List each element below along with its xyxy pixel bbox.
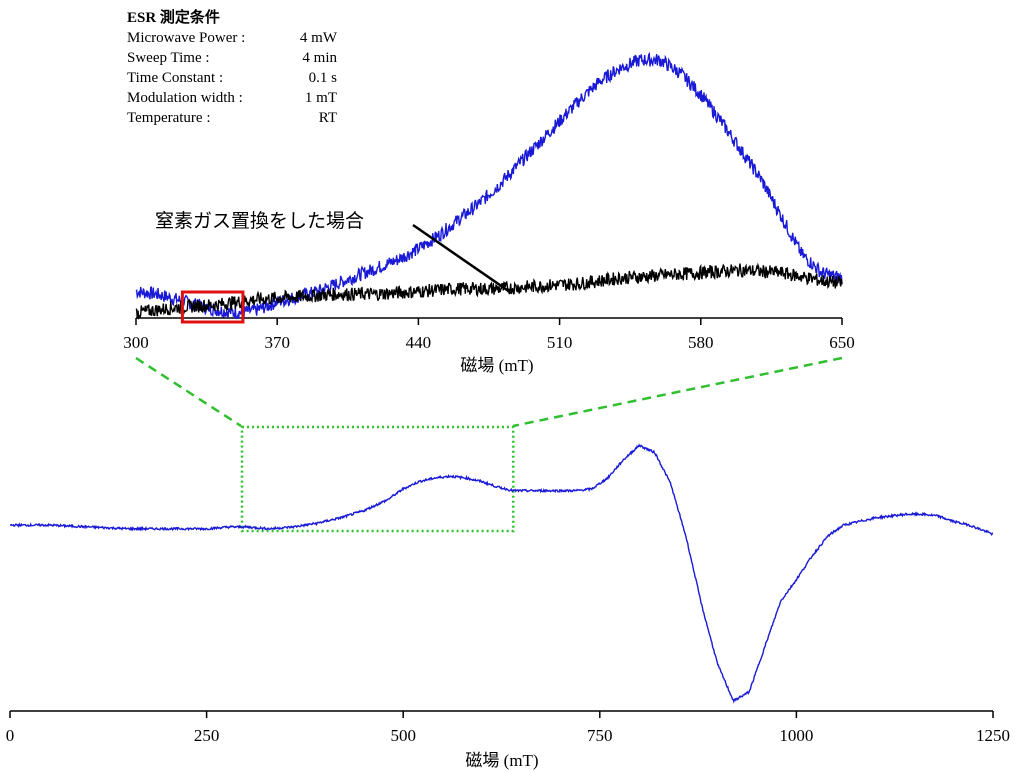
x-tick-label: 510	[547, 333, 573, 352]
condition-row: Temperature : RT	[127, 108, 337, 128]
series-line-0	[9, 443, 994, 704]
zoom-line-right	[512, 356, 843, 428]
zoom-line-left	[135, 356, 242, 428]
condition-label: Sweep Time :	[127, 50, 210, 66]
main-x-axis-label: 磁場 (mT)	[465, 751, 538, 770]
zoom-region-box	[240, 425, 515, 533]
condition-value: 4 min	[302, 50, 337, 66]
x-tick-label: 500	[390, 726, 416, 745]
condition-label: Microwave Power :	[127, 30, 246, 46]
condition-label: Modulation width :	[127, 90, 243, 106]
measurement-conditions: ESR 測定条件 Microwave Power : 4 mW Sweep Ti…	[127, 8, 337, 128]
condition-label: Temperature :	[127, 110, 211, 126]
x-tick-label: 580	[688, 333, 714, 352]
x-tick-label: 440	[406, 333, 432, 352]
series-line-1	[135, 262, 843, 321]
condition-value: 4 mW	[299, 30, 337, 46]
conditions-title: ESR 測定条件	[127, 10, 220, 26]
x-tick-label: 0	[6, 726, 15, 745]
inset-x-axis: 300 370 440 510 580 650	[123, 317, 855, 352]
condition-row: Time Constant : 0.1 s	[127, 68, 337, 88]
condition-row: Sweep Time : 4 min	[127, 48, 337, 68]
zoom-connector	[135, 356, 843, 428]
condition-value: RT	[318, 110, 337, 126]
x-tick-label: 300	[123, 333, 149, 352]
x-tick-label: 370	[264, 333, 290, 352]
main-x-axis: 0 250 500 750 1000 1250	[6, 710, 1010, 745]
x-tick-label: 250	[194, 726, 220, 745]
inset-highlight-box	[180, 290, 245, 324]
series-line-0	[135, 51, 843, 320]
x-tick-label: 650	[829, 333, 855, 352]
x-tick-label: 750	[587, 726, 613, 745]
condition-value: 1 mT	[304, 90, 337, 106]
condition-value: 0.1 s	[308, 70, 337, 86]
x-tick-label: 1000	[779, 726, 813, 745]
x-tick-label: 1250	[976, 726, 1010, 745]
condition-row: Microwave Power : 4 mW	[127, 28, 337, 48]
main-plot-area	[9, 443, 994, 704]
nitrogen-annotation: 窒素ガス置換をした場合	[155, 210, 364, 232]
inset-x-axis-label: 磁場 (mT)	[460, 356, 533, 375]
condition-row: Modulation width : 1 mT	[127, 88, 337, 108]
annotation-pointer-line	[412, 223, 511, 294]
condition-label: Time Constant :	[127, 70, 224, 86]
inset-plot-area	[135, 51, 843, 321]
